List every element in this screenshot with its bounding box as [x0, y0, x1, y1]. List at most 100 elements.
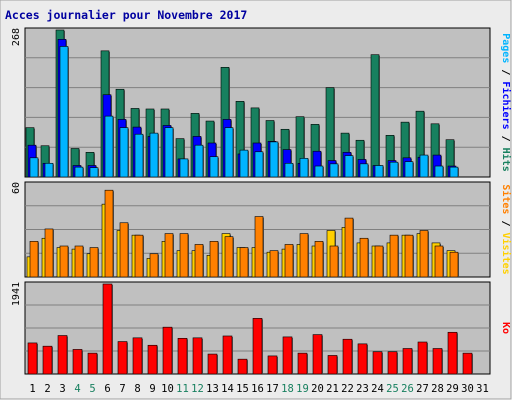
- bar-14: [222, 335, 233, 375]
- bar-10: [162, 326, 173, 375]
- bar-28: [434, 165, 444, 178]
- bar-28: [434, 245, 444, 278]
- bar-12: [194, 144, 204, 178]
- bar-25: [389, 161, 399, 178]
- x-tick-label: 13: [206, 383, 219, 395]
- bar-23: [357, 343, 368, 375]
- bar-22: [344, 155, 354, 178]
- bar-24: [374, 245, 384, 278]
- x-tick-label: 22: [341, 383, 354, 395]
- bar-8: [134, 234, 144, 278]
- x-tick-label: 28: [431, 383, 444, 395]
- bar-6: [102, 283, 113, 375]
- bar-11: [177, 337, 188, 375]
- bar-4: [74, 245, 84, 278]
- bar-19: [299, 233, 309, 278]
- bar-13: [209, 241, 219, 278]
- bar-25: [389, 234, 399, 278]
- bar-18: [284, 244, 294, 278]
- bar-6: [104, 115, 114, 178]
- panel-hits-files-pages: 268 Pages / Fichiers / Hits: [11, 27, 512, 178]
- chart-panels: 268 Pages / Fichiers / Hits 60 Sites / Visi…: [11, 27, 512, 375]
- bar-10: [164, 233, 174, 278]
- bar-8: [134, 133, 144, 178]
- x-tick-label: 10: [161, 383, 174, 395]
- bar-25: [387, 351, 398, 375]
- bar-5: [87, 352, 98, 375]
- bar-8: [132, 337, 143, 375]
- series-legend-kb: Ko: [500, 322, 511, 334]
- bar-19: [297, 352, 308, 375]
- bar-26: [404, 234, 414, 278]
- bar-4: [72, 349, 83, 375]
- x-tick-label: 7: [119, 383, 125, 395]
- x-tick-label: 2: [44, 383, 50, 395]
- x-tick-label: 9: [149, 383, 155, 395]
- bar-20: [312, 334, 323, 375]
- bar-27: [419, 154, 429, 178]
- bar-18: [282, 336, 293, 375]
- x-tick-label: 25: [386, 383, 399, 395]
- legend-part: Visites: [500, 233, 512, 275]
- bar-21: [329, 245, 339, 278]
- x-tick-label: 3: [59, 383, 65, 395]
- series-visits-sites-1: [29, 189, 459, 278]
- bar-17: [267, 355, 278, 375]
- bar-13: [209, 156, 219, 178]
- x-tick-label: 30: [461, 383, 474, 395]
- bar-9: [147, 344, 158, 375]
- x-tick-label: 26: [401, 383, 414, 395]
- x-tick-label: 20: [311, 383, 324, 395]
- panel-kb: 1941 Ko: [11, 281, 511, 375]
- bar-17: [269, 250, 279, 278]
- bar-30: [462, 352, 473, 375]
- x-tick-label: 24: [371, 383, 384, 395]
- y-max-label: 268: [11, 28, 22, 46]
- x-tick-label: 8: [134, 383, 140, 395]
- legend-part: Fichiers: [500, 81, 512, 129]
- bar-7: [117, 341, 128, 375]
- x-tick-label: 6: [104, 383, 110, 395]
- series-legend-visits-sites: Sites / Visites: [500, 184, 512, 274]
- x-tick-label: 1: [29, 383, 35, 395]
- bar-12: [192, 337, 203, 375]
- x-tick-label: 11: [176, 383, 189, 395]
- y-max-label: 1941: [11, 282, 22, 306]
- bar-14: [224, 127, 234, 178]
- x-tick-label: 15: [236, 383, 249, 395]
- x-tick-label: 19: [296, 383, 309, 395]
- chart-title: Acces journalier pour Novembre 2017: [5, 8, 247, 22]
- bar-29: [449, 166, 459, 178]
- x-tick-label: 17: [266, 383, 279, 395]
- legend-part: /: [500, 130, 511, 148]
- legend-part: Sites: [500, 184, 512, 214]
- bar-16: [252, 318, 263, 375]
- bar-27: [417, 341, 428, 375]
- bar-3: [59, 245, 69, 278]
- bar-1: [29, 241, 39, 278]
- legend-part: Pages: [500, 33, 511, 63]
- x-axis: 1 2 3 4 5 6 7 8 9 10 11 12 13 14 15 16 17 18 19 20 21 22 23 24 2…: [29, 383, 488, 395]
- bar-7: [119, 222, 129, 278]
- bar-18: [284, 162, 294, 178]
- bar-22: [344, 217, 354, 278]
- bar-26: [404, 161, 414, 178]
- bar-1: [27, 342, 38, 375]
- bar-16: [254, 216, 264, 278]
- x-tick-label: 27: [416, 383, 429, 395]
- x-tick-label: 23: [356, 383, 369, 395]
- bar-1: [29, 157, 39, 178]
- bar-15: [239, 149, 249, 178]
- x-tick-label: 29: [446, 383, 459, 395]
- bar-11: [179, 158, 189, 178]
- bar-3: [57, 335, 68, 375]
- bar-12: [194, 244, 204, 278]
- legend-part: /: [500, 63, 511, 81]
- bar-21: [327, 355, 338, 375]
- legend-part: Hits: [500, 148, 512, 172]
- bar-2: [42, 345, 53, 375]
- x-tick-label: 4: [74, 383, 80, 395]
- bar-20: [314, 241, 324, 278]
- bar-4: [74, 166, 84, 178]
